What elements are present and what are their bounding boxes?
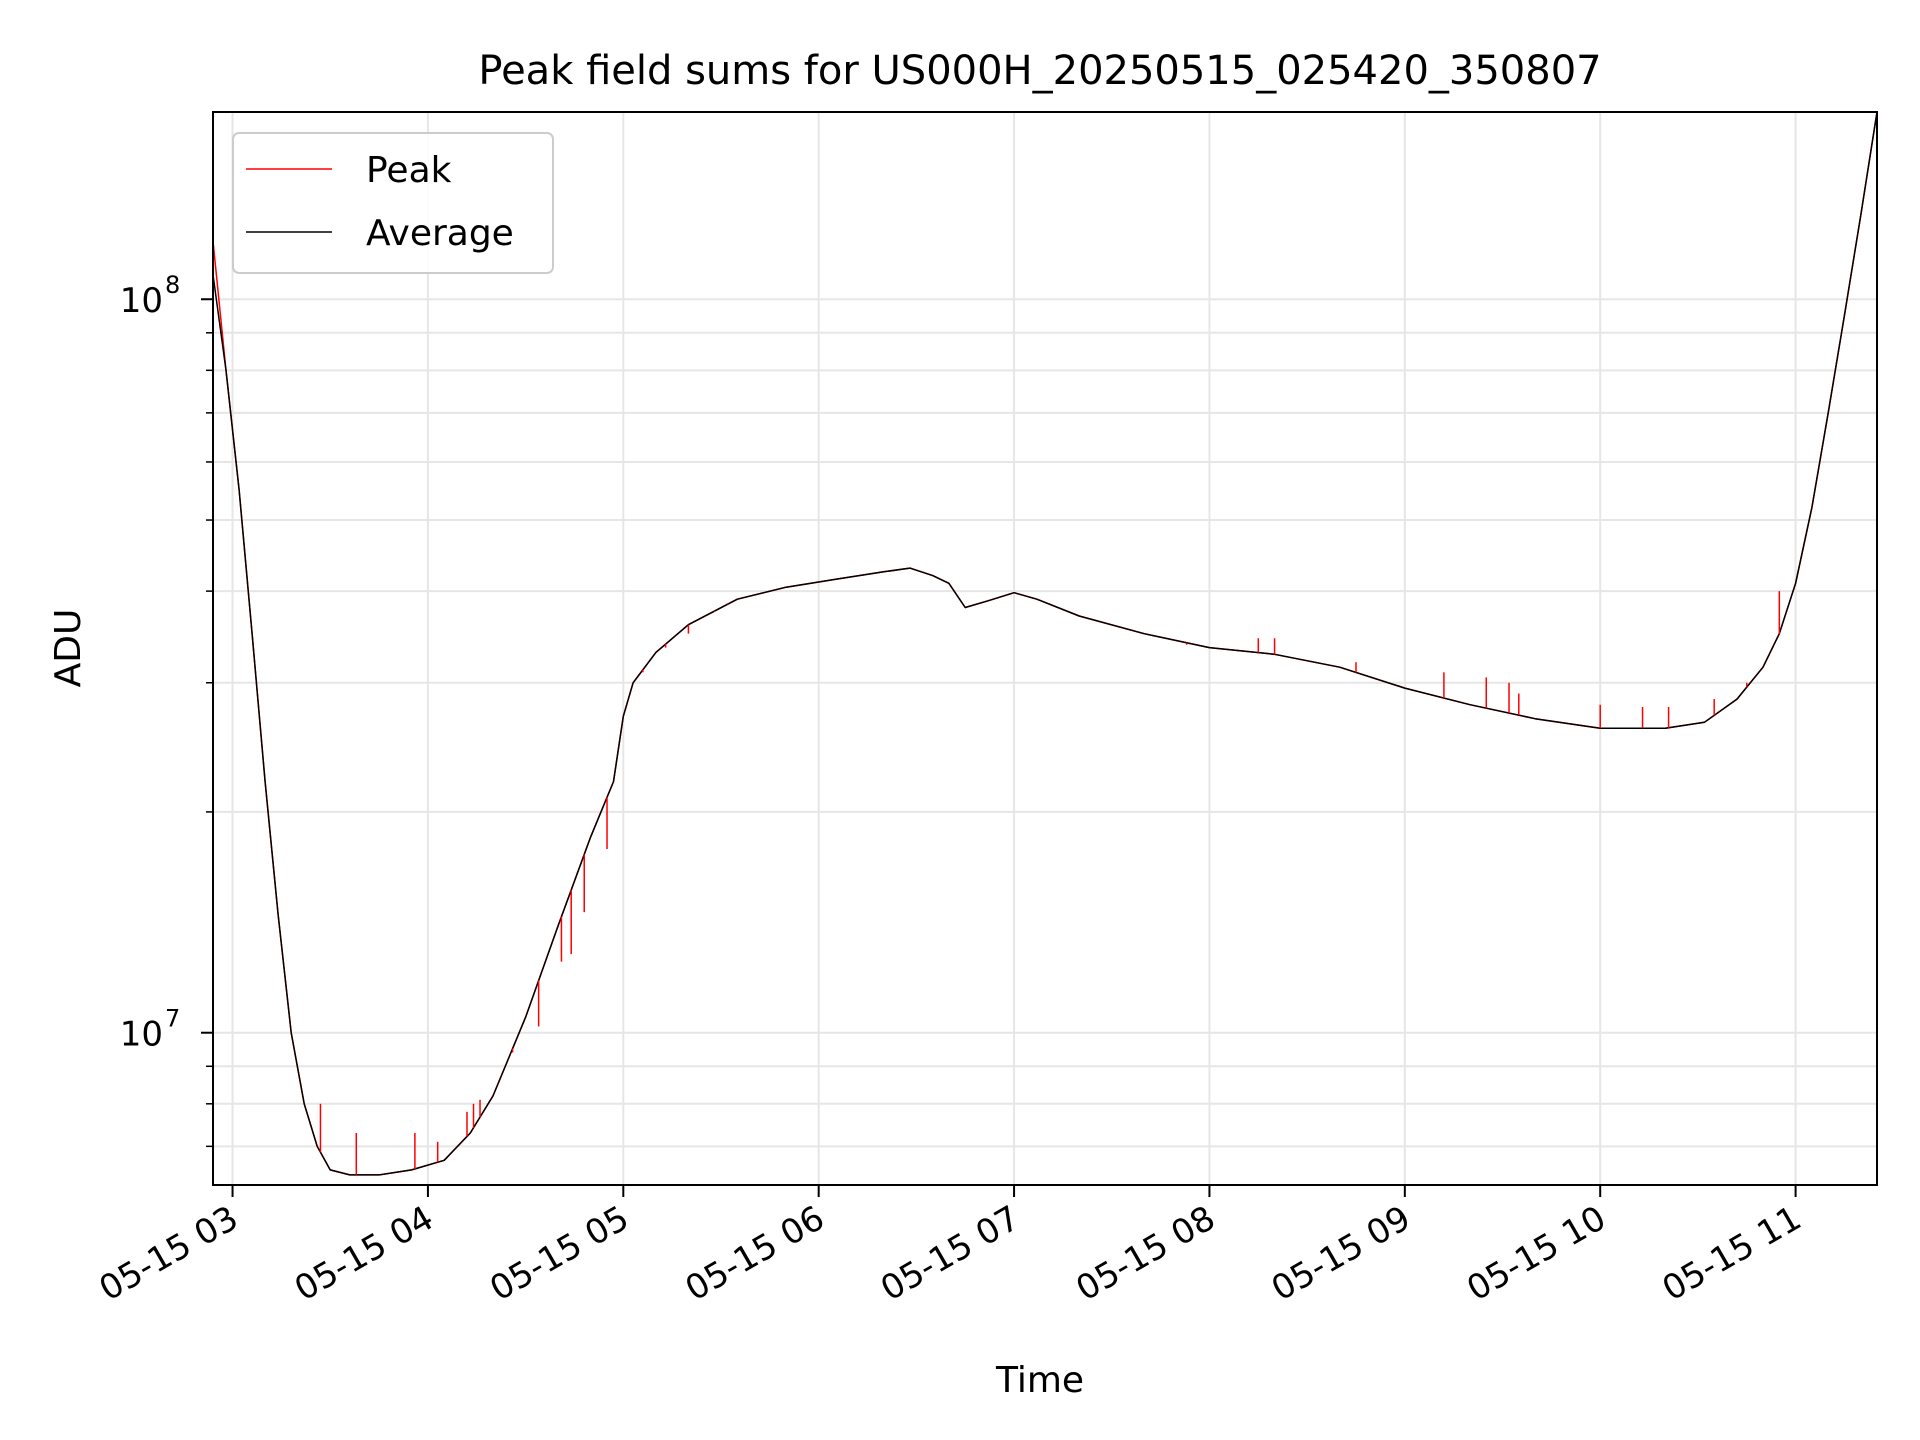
y-tick-label: 10	[120, 1015, 163, 1055]
grid-layer	[213, 112, 1877, 1185]
y-tick-label: 10	[120, 281, 163, 321]
legend-box	[232, 132, 554, 274]
plot-frame	[212, 111, 1878, 1186]
y-axis-label: ADU	[48, 609, 89, 688]
average-line	[212, 111, 1878, 1176]
y-tick-label-exponent: 7	[165, 1005, 180, 1033]
legend-label-peak: Peak	[366, 150, 452, 191]
x-axis-label: Time	[995, 1360, 1084, 1401]
legend: Peak Average	[232, 132, 554, 274]
y-tick-label-exponent: 8	[165, 271, 180, 299]
series-layer	[212, 111, 1878, 1176]
chart-title: Peak field sums for US000H_20250515_0254…	[478, 48, 1601, 94]
legend-label-average: Average	[366, 213, 514, 254]
